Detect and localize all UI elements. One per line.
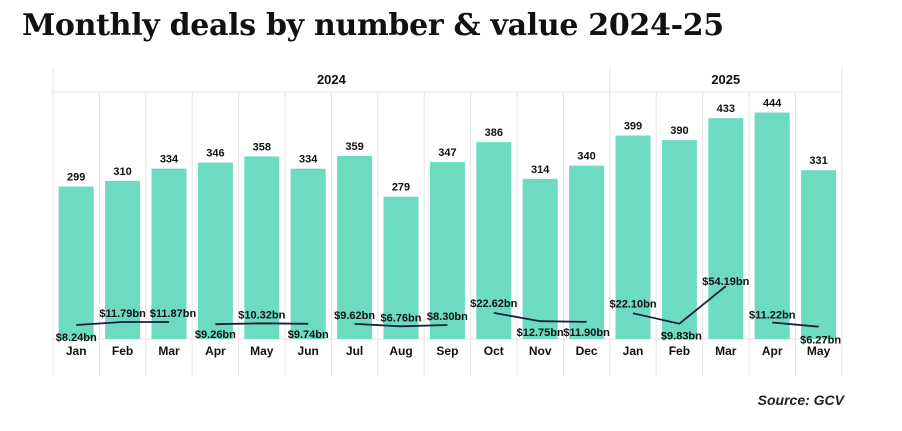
bar [58,186,94,339]
line-value-label: $9.74bn [288,329,329,341]
bar [197,162,233,339]
bar [708,118,744,339]
value-line [215,322,309,326]
bar [383,196,419,339]
bar-value-label: 340 [577,151,595,163]
line-value-label: $8.24bn [56,332,97,344]
value-line [76,321,169,326]
bar [615,135,651,339]
bar-value-label: 433 [717,103,735,115]
line-value-label: $6.27bn [800,335,841,347]
bar [151,168,187,339]
line-value-label: $11.90bn [563,327,610,339]
bar-value-label: 386 [485,127,503,139]
chart-title: Monthly deals by number & value 2024-25 [22,8,724,43]
bar-value-label: 314 [531,164,550,176]
line-value-label: $9.62bn [334,310,375,322]
value-line [493,312,587,323]
bar-value-label: 299 [67,172,85,184]
value-line [632,285,727,325]
bar-value-label: 331 [809,155,827,167]
line-value-label: $10.32bn [238,309,285,321]
line-value-label: $9.83bn [661,331,702,343]
x-tick-label: Jan [623,344,644,358]
bar [754,112,790,339]
x-tick-label: Feb [112,344,133,358]
bar-value-label: 346 [206,148,224,160]
x-tick-label: Oct [484,344,504,358]
line-value-label: $9.26bn [195,329,236,341]
x-tick-label: May [807,344,831,358]
bar [105,180,141,339]
bar [244,156,280,339]
year-label: 2024 [317,72,347,87]
x-tick-label: Jan [66,344,87,358]
x-tick-label: Sep [436,344,458,358]
bar-value-label: 399 [624,121,642,133]
value-line [772,321,819,328]
bar-value-label: 334 [160,154,179,166]
bar-value-label: 358 [253,141,271,153]
line-value-label: $22.10bn [609,298,656,310]
bar [476,142,512,339]
bar-value-label: 390 [670,125,688,137]
x-tick-label: Aug [389,344,412,358]
x-tick-label: Mar [715,344,737,358]
bar [337,155,373,339]
bar-value-label: 347 [438,147,456,159]
year-label: 2025 [711,72,740,87]
x-tick-label: Apr [205,344,226,358]
bar [661,140,697,339]
x-tick-label: Dec [576,344,598,358]
bar [569,165,605,339]
x-tick-label: Jun [298,344,319,358]
line-value-label: $22.62bn [470,298,517,310]
line-value-label: $8.30bn [427,311,468,323]
bar [801,170,837,339]
x-tick-label: Apr [762,344,783,358]
x-tick-label: Jul [346,344,363,358]
bar [522,178,558,339]
bar-value-label: 334 [299,154,318,166]
x-tick-label: Nov [529,344,552,358]
value-line [354,323,448,328]
x-tick-label: Mar [158,344,180,358]
bar-value-label: 444 [763,98,782,110]
line-value-label: $11.22bn [749,310,796,322]
line-value-label: $54.19bn [702,276,749,288]
line-value-label: $11.87bn [150,308,197,320]
line-value-label: $6.76bn [381,312,422,324]
bar-value-label: 279 [392,182,410,194]
bar-value-label: 359 [345,141,363,153]
line-value-label: $12.75bn [517,327,564,339]
x-tick-label: May [250,344,274,358]
line-value-label: $11.79bn [99,308,146,320]
bar-value-label: 310 [113,166,131,178]
source-note: Source: GCV [757,392,844,408]
bar [290,168,326,339]
bar [429,162,465,339]
x-tick-label: Feb [669,344,690,358]
